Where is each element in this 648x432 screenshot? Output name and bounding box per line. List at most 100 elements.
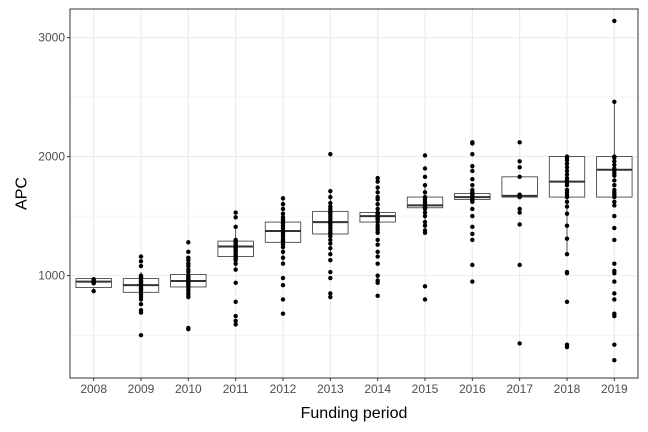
data-point-2013 xyxy=(328,257,333,263)
data-point-2012 xyxy=(280,202,286,207)
data-point-2012 xyxy=(280,206,286,212)
x-tick-label: 2009 xyxy=(128,382,155,396)
x-tick-label: 2012 xyxy=(270,382,297,396)
y-tick-label: 2000 xyxy=(38,150,65,164)
data-point-2011 xyxy=(233,257,238,263)
data-point-2018 xyxy=(564,165,570,170)
data-point-2018 xyxy=(564,168,570,174)
data-point-2014 xyxy=(375,202,380,207)
data-point-2018 xyxy=(564,236,570,241)
data-point-2016 xyxy=(470,152,475,157)
data-point-2017 xyxy=(517,341,522,346)
data-point-2018 xyxy=(564,252,570,257)
data-point-2014 xyxy=(375,219,380,225)
data-point-2012 xyxy=(280,196,286,201)
data-point-2013 xyxy=(328,246,333,251)
x-tick-label: 2018 xyxy=(554,382,581,396)
data-point-2018 xyxy=(564,271,570,276)
data-point-2015 xyxy=(422,153,428,158)
y-tick-label: 1000 xyxy=(38,269,65,283)
data-point-2014 xyxy=(375,254,380,259)
data-point-2014 xyxy=(375,237,380,243)
data-point-2011 xyxy=(233,318,238,324)
data-point-2019 xyxy=(612,178,617,183)
data-point-2017 xyxy=(517,194,522,200)
data-point-2019 xyxy=(612,291,617,296)
data-point-2017 xyxy=(517,174,522,180)
point-layer xyxy=(91,18,617,363)
data-point-2016 xyxy=(470,224,475,230)
x-tick-label: 2019 xyxy=(601,382,628,396)
data-point-2019 xyxy=(612,213,617,219)
axis-layer: 1000 2000 3000 2008 2009 2010 2011 2012 2013 2014… xyxy=(38,31,628,396)
data-point-2017 xyxy=(517,262,522,268)
data-point-2013 xyxy=(328,291,333,296)
data-point-2017 xyxy=(517,206,522,212)
data-point-2018 xyxy=(564,161,570,166)
data-point-2009 xyxy=(138,259,144,264)
data-point-2011 xyxy=(233,313,238,319)
data-point-2010 xyxy=(186,257,191,263)
x-tick-label: 2014 xyxy=(364,382,391,396)
data-point-2013 xyxy=(328,241,333,246)
data-point-2014 xyxy=(375,280,380,285)
data-point-2019 xyxy=(612,18,617,24)
data-point-2019 xyxy=(612,182,617,188)
data-point-2019 xyxy=(612,155,617,160)
data-point-2018 xyxy=(564,172,570,177)
data-point-2015 xyxy=(422,219,428,225)
data-point-2014 xyxy=(375,179,380,184)
data-point-2012 xyxy=(280,282,286,288)
x-tick-label: 2015 xyxy=(412,382,439,396)
data-point-2016 xyxy=(470,237,475,243)
data-point-2019 xyxy=(612,203,617,208)
data-point-2013 xyxy=(328,269,333,275)
data-point-2008 xyxy=(91,288,96,294)
data-point-2016 xyxy=(470,199,475,205)
data-point-2014 xyxy=(375,190,380,195)
data-point-2015 xyxy=(422,190,428,195)
data-point-2014 xyxy=(375,175,380,181)
data-point-2014 xyxy=(375,197,380,202)
data-point-2015 xyxy=(422,174,428,180)
data-point-2019 xyxy=(612,162,617,168)
data-point-2017 xyxy=(517,140,522,145)
data-point-2012 xyxy=(280,311,286,316)
data-point-2016 xyxy=(470,182,475,188)
data-point-2019 xyxy=(612,159,617,164)
data-point-2012 xyxy=(280,244,286,250)
data-point-2014 xyxy=(375,273,380,278)
data-point-2014 xyxy=(375,185,380,190)
data-point-2010 xyxy=(186,269,191,275)
data-point-2019 xyxy=(612,225,617,231)
data-point-2014 xyxy=(375,261,380,266)
data-point-2009 xyxy=(138,297,144,302)
data-point-2011 xyxy=(233,261,238,266)
data-point-2012 xyxy=(280,275,286,281)
data-point-2019 xyxy=(612,279,617,284)
data-point-2018 xyxy=(564,182,570,188)
panel-border xyxy=(69,8,639,379)
data-point-2010 xyxy=(186,249,191,255)
data-point-2017 xyxy=(517,165,522,170)
data-point-2018 xyxy=(564,199,570,205)
data-point-2017 xyxy=(517,159,522,164)
data-point-2015 xyxy=(422,213,428,219)
data-point-2014 xyxy=(375,249,380,255)
data-point-2012 xyxy=(280,249,286,255)
data-point-2016 xyxy=(470,206,475,212)
data-point-2017 xyxy=(517,210,522,215)
data-point-2012 xyxy=(280,211,286,216)
data-point-2019 xyxy=(612,99,617,105)
data-point-2018 xyxy=(564,223,570,228)
data-point-2019 xyxy=(612,271,617,276)
data-point-2009 xyxy=(138,310,144,315)
data-point-2015 xyxy=(422,182,428,188)
data-point-2013 xyxy=(328,152,333,157)
x-axis-title: Funding period xyxy=(301,405,408,422)
data-point-2019 xyxy=(612,199,617,205)
data-point-2016 xyxy=(470,163,475,169)
data-point-2013 xyxy=(328,275,333,281)
data-point-2013 xyxy=(328,294,333,300)
